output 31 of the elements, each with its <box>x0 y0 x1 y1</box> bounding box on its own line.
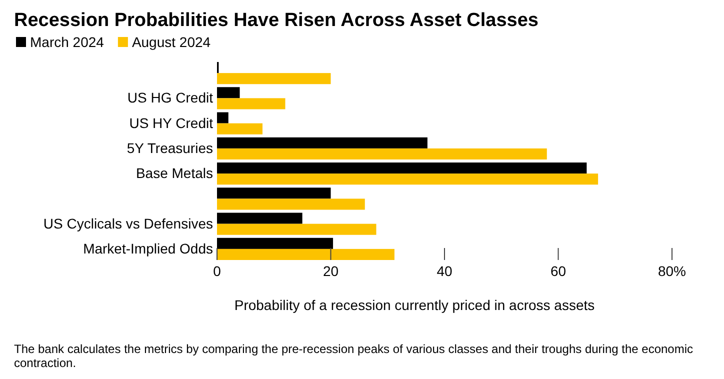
bar <box>217 73 331 84</box>
bar <box>217 188 331 199</box>
y-tick-label: Market-Implied Odds <box>83 240 213 256</box>
y-tick-label: Base Metals <box>136 165 213 182</box>
bar <box>217 162 587 174</box>
y-tick-label: US HG Credit <box>127 90 214 106</box>
bar <box>217 123 262 134</box>
x-tick-label: 40 <box>436 262 452 279</box>
y-tick-label: US Cyclicals vs Defensives <box>43 215 213 232</box>
bar <box>217 87 240 98</box>
x-tick-label: 20 <box>322 262 339 279</box>
bar <box>217 248 394 260</box>
bar <box>217 174 598 185</box>
legend-label: March 2024 <box>30 34 104 50</box>
y-tick-label: 5Y Treasuries <box>126 140 213 156</box>
bar <box>217 98 286 110</box>
legend-label: August 2024 <box>132 34 211 50</box>
bar <box>217 238 334 249</box>
bar <box>217 198 365 210</box>
x-axis-title: Probability of a recession currently priced in across assets <box>234 297 595 313</box>
bar <box>217 112 228 124</box>
text: The bank calculates the metrics by comparing the pre-recession peaks of various classes and their troughs during the economic contraction. <box>14 342 694 370</box>
bar <box>217 137 428 148</box>
bar <box>217 148 547 160</box>
bar <box>217 224 376 235</box>
y-tick-label: US HY Credit <box>129 114 214 131</box>
x-tick-label: 0 <box>213 262 222 279</box>
x-tick-label: 80% <box>658 262 686 279</box>
x-tick-label: 60 <box>550 262 566 279</box>
bar <box>217 212 302 224</box>
chart-title: Recession Probabilities Have Risen Across Asset Classes <box>14 10 539 31</box>
